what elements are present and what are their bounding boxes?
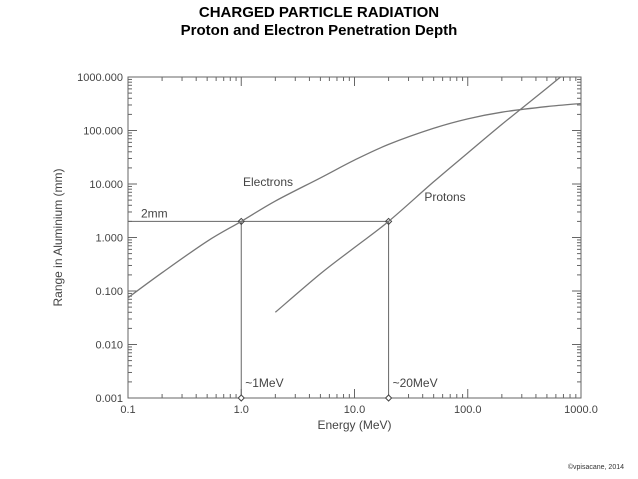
- x-tick-label: 0.1: [120, 404, 135, 416]
- y-tick-label: 100.000: [83, 126, 123, 138]
- annotation-label: ~1MeV: [245, 376, 283, 390]
- y-tick-label: 0.001: [95, 393, 123, 405]
- series-label-protons: Protons: [424, 190, 465, 204]
- series-line-protons: [274, 77, 562, 313]
- copyright-footer: ©vpisacane, 2014: [567, 464, 624, 471]
- y-axis-label: Range in Aluminium (mm): [51, 168, 65, 306]
- slide-title: CHARGED PARTICLE RADIATION: [198, 4, 440, 21]
- axis-marker: [237, 394, 245, 402]
- y-tick-label: 0.100: [95, 286, 123, 298]
- x-tick-label: 100.0: [454, 404, 482, 416]
- x-tick-label: 10.0: [344, 404, 365, 416]
- x-tick-label: 1.0: [234, 404, 249, 416]
- slide-subtitle: Proton and Electron Penetration Depth: [180, 22, 458, 39]
- intersection-marker: [237, 217, 245, 226]
- y-tick-label: 1000.000: [77, 72, 123, 84]
- y-tick-label: 1.000: [95, 233, 123, 245]
- series-line-electrons: [128, 102, 581, 299]
- axis-marker: [384, 394, 393, 402]
- x-axis-label: Energy (MeV): [317, 418, 391, 432]
- x-tick-label: 1000.0: [564, 404, 598, 416]
- annotation-label: 2mm: [141, 206, 168, 220]
- annotation-label: ~20MeV: [393, 376, 438, 390]
- y-tick-label: 10.000: [89, 179, 123, 191]
- y-tick-label: 0.010: [95, 340, 123, 352]
- plot-frame: [127, 76, 582, 399]
- intersection-marker: [384, 217, 393, 226]
- series-label-electrons: Electrons: [243, 175, 293, 189]
